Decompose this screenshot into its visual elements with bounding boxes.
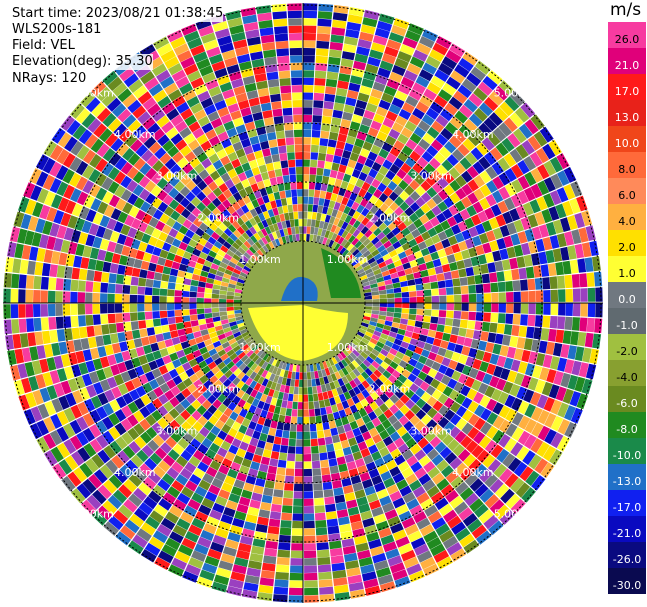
colorbar-swatch bbox=[608, 438, 646, 464]
range-ring-label: 3.00km bbox=[156, 170, 198, 183]
range-ring-label: 1.00km bbox=[239, 253, 281, 266]
colorbar-tick-label: -13.0 bbox=[612, 475, 642, 488]
colorbar-tick-label: 26.0 bbox=[614, 33, 640, 46]
colorbar-swatch bbox=[608, 386, 646, 412]
colorbar-tick-label: -10.0 bbox=[612, 449, 642, 462]
range-ring-label: 1.00km bbox=[327, 341, 369, 354]
colorbar-tick-label: 4.0 bbox=[618, 215, 636, 228]
range-ring-label: 2.00km bbox=[369, 383, 411, 396]
colorbar-swatch bbox=[608, 542, 646, 568]
colorbar-unit: m/s bbox=[610, 0, 642, 20]
colorbar-tick-label: -6.0 bbox=[616, 397, 638, 410]
colorbar-swatch bbox=[608, 256, 646, 282]
field-label: Field: VEL bbox=[12, 38, 75, 54]
colorbar-tick-label: -1.0 bbox=[616, 319, 638, 332]
colorbar-tick-label: -17.0 bbox=[612, 501, 642, 514]
colorbar-swatch bbox=[608, 308, 646, 334]
colorbar-tick-label: 6.0 bbox=[618, 189, 636, 202]
range-ring-label: 5.00km bbox=[72, 508, 114, 521]
colorbar-swatch bbox=[608, 178, 646, 204]
nrays-label: NRays: 120 bbox=[12, 71, 87, 87]
velocity-gate-group bbox=[10, 10, 599, 595]
colorbar-swatch bbox=[608, 152, 646, 178]
range-ring-label: 5.00km bbox=[72, 86, 114, 99]
colorbar-tick-label: -8.0 bbox=[616, 423, 638, 436]
colorbar-swatch bbox=[608, 74, 646, 100]
colorbar-tick-label: 0.0 bbox=[618, 293, 636, 306]
colorbar-swatch bbox=[608, 282, 646, 308]
colorbar-tick-label: 8.0 bbox=[618, 163, 636, 176]
colorbar-swatch bbox=[608, 464, 646, 490]
range-ring-label: 5.00km bbox=[494, 86, 536, 99]
colorbar-swatch bbox=[608, 568, 646, 594]
range-ring-label: 3.00km bbox=[410, 170, 452, 183]
colorbar-tick-label: 13.0 bbox=[614, 111, 640, 124]
elevation-label: Elevation(deg): 35.30 bbox=[12, 54, 153, 70]
start-time-label: Start time: 2023/08/21 01:38:45 bbox=[12, 6, 224, 22]
crosshair-axes bbox=[3, 3, 603, 603]
velocity-gate-group bbox=[3, 9, 596, 600]
colorbar-swatch bbox=[608, 360, 646, 386]
colorbar-tick-label: -30.0 bbox=[612, 579, 642, 592]
colorbar-swatch bbox=[608, 230, 646, 256]
range-ring-label: 5.00km bbox=[494, 508, 536, 521]
range-ring-label: 3.00km bbox=[410, 424, 452, 437]
colorbar-swatch bbox=[608, 412, 646, 438]
colorbar-tick-label: 10.0 bbox=[614, 137, 640, 150]
instrument-label: WLS200s-181 bbox=[12, 22, 102, 38]
colorbar-swatch bbox=[608, 516, 646, 542]
range-ring-label: 2.00km bbox=[369, 211, 411, 224]
colorbar-tick-label: -4.0 bbox=[616, 371, 638, 384]
range-ring-label: 2.00km bbox=[197, 211, 239, 224]
range-ring-label: 3.00km bbox=[156, 424, 198, 437]
colorbar-tick-label: -26.0 bbox=[612, 553, 642, 566]
colorbar-tick-label: -2.0 bbox=[616, 345, 638, 358]
positive-velocity-echo bbox=[248, 305, 348, 361]
colorbar-tick-label: -21.0 bbox=[612, 527, 642, 540]
colorbar-tick-label: 1.0 bbox=[618, 267, 636, 280]
velocity-gate-group bbox=[10, 31, 592, 603]
colorbar-swatch bbox=[608, 334, 646, 360]
range-ring-label: 2.00km bbox=[197, 383, 239, 396]
colorbar-swatch bbox=[608, 22, 646, 48]
range-ring-label: 1.00km bbox=[327, 253, 369, 266]
colorbar-swatch bbox=[608, 204, 646, 230]
range-ring-label: 4.00km bbox=[114, 128, 156, 141]
colorbar-swatch bbox=[608, 100, 646, 126]
range-ring-label: 4.00km bbox=[452, 128, 494, 141]
colorbar-tick-label: 2.0 bbox=[618, 241, 636, 254]
range-ring-labels: 1.00km 1.00km 1.00km 1.00km 2.00km 2.00km 2.00… bbox=[72, 86, 535, 520]
colorbar-swatch bbox=[608, 48, 646, 74]
colorbar-tick-label: 17.0 bbox=[614, 85, 640, 98]
range-ring-label: 4.00km bbox=[114, 466, 156, 479]
negative-velocity-echo bbox=[321, 248, 361, 298]
colorbar-tick-label: 21.0 bbox=[614, 59, 640, 72]
colorbar-swatch bbox=[608, 490, 646, 516]
velocity-gate-group bbox=[18, 12, 603, 603]
colorbar-swatch bbox=[608, 126, 646, 152]
range-ring-label: 4.00km bbox=[452, 466, 494, 479]
negative-velocity-echo bbox=[281, 276, 318, 301]
range-ring-label: 1.00km bbox=[239, 341, 281, 354]
